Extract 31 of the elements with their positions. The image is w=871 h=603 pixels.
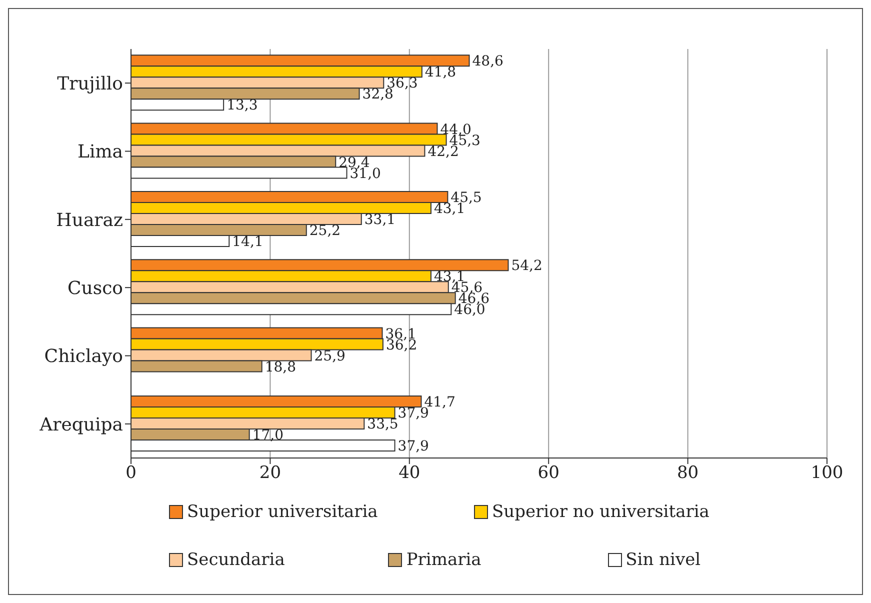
y-tick-label: Trujillo — [57, 73, 123, 94]
x-tick-label: 100 — [810, 463, 844, 484]
y-tick-label: Cusco — [67, 278, 123, 299]
x-tick-label: 80 — [676, 463, 699, 484]
y-tick-label: Chiclayo — [44, 346, 123, 368]
data-label: 48,6 — [472, 54, 504, 70]
data-label: 42,2 — [428, 144, 459, 160]
y-tick-label: Arequipa — [38, 414, 124, 436]
x-tick-label: 60 — [538, 463, 560, 484]
data-label: 17,0 — [252, 427, 284, 444]
legend-label: Sin nivel — [624, 550, 702, 570]
data-label: 25,2 — [309, 222, 341, 239]
data-label: 25,9 — [314, 348, 346, 364]
y-tick-label: Huaraz — [56, 210, 123, 231]
data-label: 33,5 — [367, 416, 398, 432]
y-tick-label: Lima — [77, 142, 124, 163]
data-label: 41,8 — [424, 64, 456, 81]
data-label: 14,1 — [232, 234, 264, 250]
data-label: 33,1 — [364, 212, 396, 228]
data-label: 13,3 — [226, 98, 258, 114]
data-label: 54,2 — [511, 258, 542, 274]
legend-label: Superior no universitaria — [491, 502, 710, 522]
data-label: 18,8 — [264, 359, 296, 376]
legend-label: Secundaria — [186, 550, 286, 570]
x-tick-label: 20 — [259, 463, 282, 484]
data-label: 37,9 — [398, 438, 429, 454]
data-label: 37,9 — [398, 405, 429, 422]
legend-label: Primaria — [405, 550, 482, 570]
x-tick-label: 0 — [126, 463, 136, 484]
x-tick-label: 40 — [398, 463, 420, 484]
legend-label: Superior universitaria — [186, 502, 379, 522]
